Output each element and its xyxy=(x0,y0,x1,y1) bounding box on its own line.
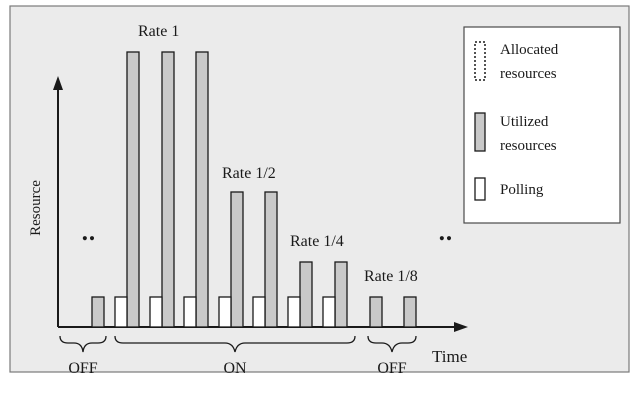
utilized-bar xyxy=(264,191,278,328)
legend-utilized-line2: resources xyxy=(500,138,557,154)
legend-polling: Polling xyxy=(500,182,544,198)
polling-bar xyxy=(252,296,266,328)
rate-1-label: Rate 1 xyxy=(138,23,179,40)
utilized-swatch-icon xyxy=(474,112,486,152)
ellipsis-left: ‥ xyxy=(81,220,96,245)
polling-bar xyxy=(322,296,336,328)
utilized-bars xyxy=(91,51,417,328)
off-left-label: OFF xyxy=(68,360,97,377)
y-axis-label: Resource xyxy=(28,180,44,236)
utilized-bar xyxy=(230,191,244,328)
utilized-bar xyxy=(369,296,383,328)
phase-braces xyxy=(59,335,417,353)
on-brace xyxy=(114,335,356,353)
utilized-bar xyxy=(91,296,105,328)
polling-bars xyxy=(114,296,336,328)
polling-bar xyxy=(183,296,197,328)
utilized-bar xyxy=(161,51,175,328)
polling-swatch-icon xyxy=(474,177,486,201)
legend: Allocated resources Utilized resources P… xyxy=(463,26,621,224)
utilized-bar xyxy=(299,261,313,328)
off-right-label: OFF xyxy=(377,360,406,377)
utilized-bar xyxy=(403,296,417,328)
rate-quarter-label: Rate 1/4 xyxy=(290,233,344,250)
utilized-bar xyxy=(195,51,209,328)
utilized-bar xyxy=(334,261,348,328)
legend-box xyxy=(463,26,621,224)
y-axis-arrow-icon xyxy=(53,76,63,90)
rate-half-label: Rate 1/2 xyxy=(222,165,276,182)
polling-bar xyxy=(287,296,301,328)
x-axis-arrow-icon xyxy=(454,322,468,332)
utilized-bar xyxy=(126,51,140,328)
allocated-swatch-icon xyxy=(474,41,486,81)
ellipsis-right: ‥ xyxy=(438,220,453,245)
polling-bar xyxy=(149,296,163,328)
rate-eighth-label: Rate 1/8 xyxy=(364,268,418,285)
polling-bar xyxy=(114,296,128,328)
on-label: ON xyxy=(223,360,247,377)
legend-utilized-line1: Utilized xyxy=(500,114,549,130)
off-right-brace xyxy=(367,335,417,353)
legend-allocated-line2: resources xyxy=(500,66,557,82)
off-left-brace xyxy=(59,335,107,353)
legend-allocated-line1: Allocated xyxy=(500,42,559,58)
polling-bar xyxy=(218,296,232,328)
x-axis-label: Time xyxy=(432,347,467,366)
